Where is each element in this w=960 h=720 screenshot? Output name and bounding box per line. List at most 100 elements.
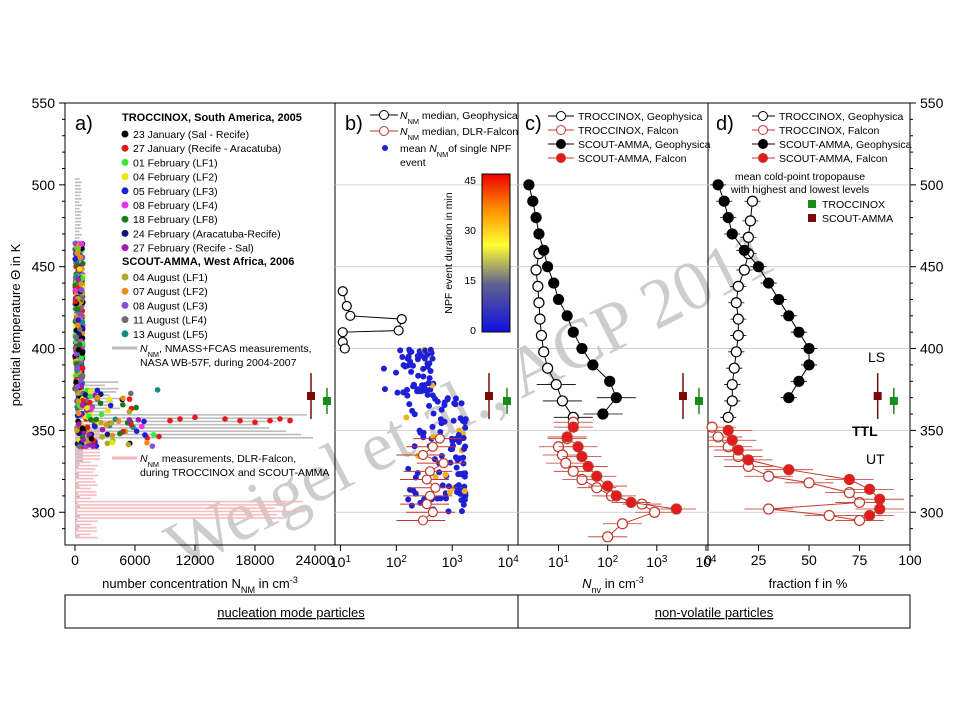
x-tick-label-d: 25: [751, 552, 767, 568]
nmass-histogram-bar: [75, 420, 277, 423]
series-point: [556, 395, 568, 407]
nmass-histogram-bar: [75, 515, 80, 518]
x-tick-label-b-part: 10: [386, 554, 402, 570]
legend-entry: 01 February (LF1): [133, 157, 218, 169]
falcon-histogram-bar: [75, 497, 91, 500]
falcon-histogram-bar: [75, 471, 94, 473]
scatter-point-red: [237, 417, 243, 424]
legend-nmass-line1-part: , NMASS+FCAS measurements,: [159, 343, 312, 355]
npf-event-point: [409, 407, 416, 414]
scatter-point: [108, 420, 115, 426]
series-point: [803, 359, 815, 371]
x-tick-label-b-part: 10: [498, 554, 514, 570]
npf-event-point: [424, 351, 431, 358]
legend-entry: 11 August (LF4): [133, 315, 207, 327]
scatter-point: [106, 396, 113, 403]
npf-event-point: [442, 471, 449, 478]
x-tick-label-a: 12000: [176, 552, 215, 568]
npf-event-point: [460, 501, 467, 508]
nmass-histogram-bar: [75, 204, 82, 207]
nmass-histogram-bar: [75, 181, 82, 184]
x-axis-label-c: Nnv in cm-3: [582, 575, 644, 595]
npf-event-point: [405, 465, 412, 472]
scatter-point: [75, 322, 81, 329]
npf-event-point: [441, 402, 448, 409]
npf-event-point: [414, 386, 421, 393]
npf-event-point: [404, 392, 411, 399]
nmass-histogram-bar: [75, 201, 80, 203]
legend-entry: 18 February (LF8): [133, 214, 218, 226]
x-tick-label-c: 101: [548, 554, 569, 571]
nmass-histogram-bar: [75, 518, 78, 521]
series-point: [591, 470, 603, 482]
nmass-histogram-bar: [75, 214, 81, 216]
scatter-point: [128, 390, 134, 397]
scatter-point: [74, 427, 80, 433]
npf-event-point: [449, 446, 456, 453]
geophysica-median-point: [345, 310, 356, 321]
npf-event-point: [408, 368, 415, 375]
nmass-histogram-bar: [75, 227, 82, 230]
legend-entry: 04 August (LF1): [133, 272, 208, 284]
scatter-point: [90, 443, 96, 449]
npf-event-point: [456, 427, 463, 434]
legend-marker: [556, 153, 566, 163]
npf-event-point: [458, 400, 465, 407]
region-label-ttl: TTL: [852, 423, 878, 439]
legend-tropopause-marker: [808, 200, 816, 208]
scatter-point: [72, 256, 79, 262]
series-point: [863, 509, 876, 522]
x-axis-label-a-part: NM: [241, 585, 255, 595]
legend-npf-mean-part: NM: [437, 150, 448, 159]
nmass-histogram-bar: [75, 492, 79, 495]
legend-marker: [379, 110, 389, 120]
series-point: [803, 342, 815, 355]
legend-geophysica-part: N: [400, 110, 408, 122]
scatter-point: [74, 365, 81, 371]
scatter-point: [125, 441, 132, 448]
scatter-point: [109, 439, 116, 446]
npf-event-point: [452, 395, 459, 402]
npf-event-point: [407, 358, 414, 365]
scatter-point-red: [277, 416, 283, 422]
npf-event-point: [445, 508, 452, 515]
panel-letter-b: b): [345, 113, 363, 135]
geophysica-median-point: [337, 286, 348, 297]
scatter-point: [82, 392, 89, 398]
npf-event-point: [408, 502, 415, 509]
series-point: [535, 329, 548, 342]
series-point: [732, 280, 744, 292]
npf-event-point: [397, 347, 404, 354]
series-point: [762, 470, 775, 482]
x-axis-label-a: number concentration NNM in cm-3: [102, 575, 298, 595]
panel-letter-d: d): [716, 113, 734, 135]
scatter-point: [126, 409, 133, 415]
legend-falcon: NNM median, DLR-Falcon: [400, 126, 518, 142]
series-point: [533, 228, 545, 240]
falcon-histogram-bar: [75, 487, 92, 490]
legend-marker: [758, 153, 768, 163]
series-point: [616, 518, 629, 530]
scatter-point: [79, 319, 86, 326]
npf-event-point: [461, 445, 468, 452]
legend-group-troccinox-title: TROCCINOX, South America, 2005: [122, 112, 302, 124]
series-point: [712, 179, 724, 191]
scatter-point: [142, 432, 148, 438]
nmass-histogram-bar: [75, 417, 293, 419]
series-line: [566, 426, 677, 510]
npf-event-point: [437, 416, 444, 423]
npf-event-point: [437, 495, 444, 502]
scatter-point: [87, 393, 93, 400]
legend-falcon-line1: NNM measurements, DLR-Falcon,: [140, 453, 296, 469]
nmass-histogram-bar: [75, 230, 80, 233]
geophysica-median-point: [339, 343, 350, 354]
falcon-histogram-bar: [75, 500, 303, 503]
series-point: [874, 503, 886, 515]
npf-event-point: [453, 464, 460, 471]
npf-event-point: [462, 424, 469, 431]
npf-event-point: [406, 401, 413, 408]
y-tick-label-right: 500: [920, 177, 944, 193]
scatter-point: [75, 276, 81, 282]
y-tick-label: 550: [32, 95, 56, 111]
